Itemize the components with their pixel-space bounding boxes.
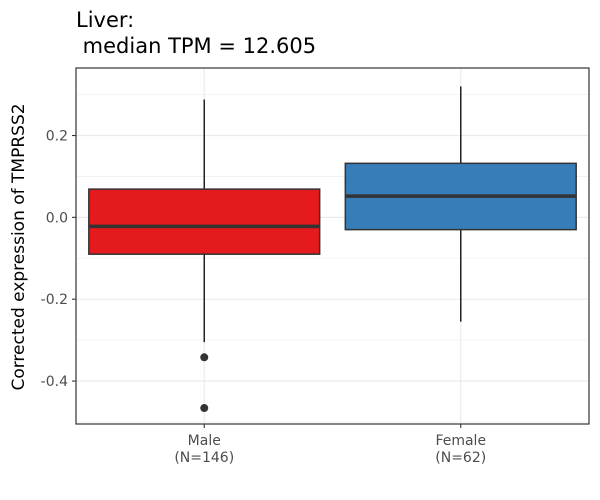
y-tick-label: 0.2: [46, 129, 68, 145]
plot-area: -0.4 -0.2 0.0 0.2 Male(N=146) Female(N=62): [41, 67, 590, 466]
y-axis-label: Corrected expression of TMPRSS2: [9, 103, 29, 390]
plot-panel-border: [75, 67, 590, 425]
y-tick-label: -0.4: [41, 374, 68, 390]
x-tick-sublabel: (N=62): [435, 450, 486, 466]
male-outlier-point: [200, 404, 209, 413]
chart-title-line-2: median TPM = 12.605: [76, 34, 316, 58]
x-tick-label: Male: [188, 433, 221, 449]
male-box: [88, 188, 321, 255]
y-tick-label: -0.2: [41, 292, 68, 308]
chart-title-line-1: Liver:: [76, 8, 134, 32]
y-tick-label: 0.0: [46, 210, 68, 226]
x-tick-label: Female: [435, 433, 486, 449]
male-outlier-point: [200, 353, 209, 362]
x-tick-sublabel: (N=146): [174, 450, 234, 466]
